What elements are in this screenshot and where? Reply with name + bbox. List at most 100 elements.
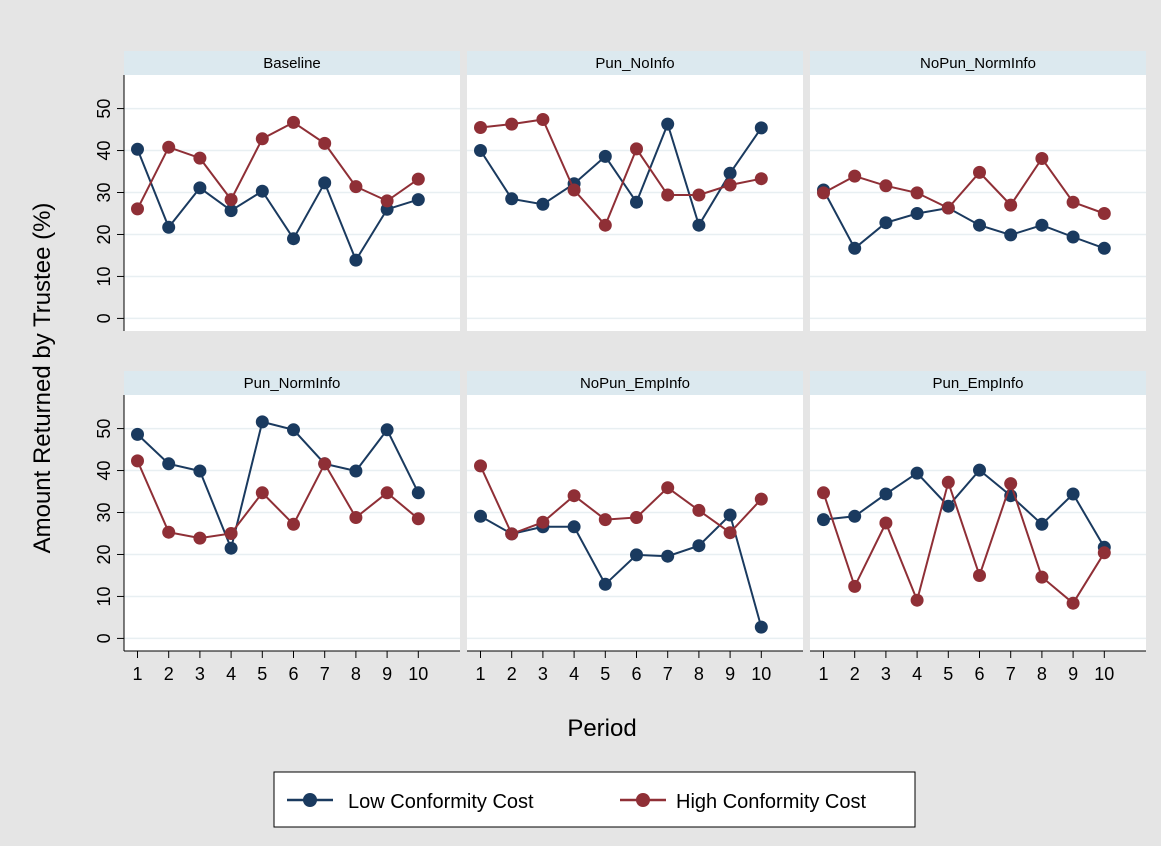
panel-strip [810,51,1146,75]
x-tick-label: 4 [226,664,236,684]
x-tick-label: 7 [320,664,330,684]
series-line [136,420,420,552]
data-point [941,499,955,513]
x-tick-label: 6 [631,664,641,684]
data-point [131,202,144,216]
series-high-conformity-cost [131,454,425,545]
x-tick-label: 4 [569,664,579,684]
x-tick-label: 3 [195,664,205,684]
series-line [823,156,1105,215]
series-line [480,513,763,628]
data-point [630,511,643,524]
panel-pun-empinfo: Pun_EmpInfo 1 2 3 4 5 6 7 8 9 10 [810,371,1146,684]
data-point [754,620,768,634]
data-point [1035,152,1049,165]
data-point [474,121,487,134]
data-point [723,508,737,522]
data-point [318,457,332,471]
data-point [131,427,144,441]
series-low-conformity-cost [131,142,425,267]
data-point [255,132,269,146]
panel-baseline: Baseline 0 10 20 30 40 50 [94,51,460,331]
data-point [474,459,487,473]
data-point [318,136,332,150]
series-line [822,478,1106,605]
data-point [224,204,238,218]
x-tick-label: 1 [475,664,485,684]
x-tick-label: 8 [1037,664,1047,684]
data-point [661,188,675,202]
data-point [848,579,862,593]
data-point [162,457,176,471]
y-axis-label: Amount Returned by Trustee (%) [29,203,56,554]
data-point [1035,517,1049,531]
data-point [879,487,893,501]
panel-title: Pun_NoInfo [595,55,674,72]
panel-title: Pun_EmpInfo [933,375,1024,392]
data-point [505,527,519,541]
data-point [255,415,269,429]
data-point [692,503,706,517]
data-point [287,517,300,531]
legend-low-marker [303,793,317,807]
data-point [692,188,706,202]
data-point [318,176,332,190]
data-point [1097,546,1111,560]
y-tick-label: 40 [94,141,114,161]
data-point [287,115,300,129]
series-line [136,121,419,210]
data-point [474,144,487,157]
data-point [630,142,643,156]
data-point [879,516,893,530]
data-point [973,165,986,179]
x-tick-label: 5 [600,664,610,684]
data-point [349,464,363,478]
data-point [224,193,238,207]
data-point [567,520,581,534]
y-tick-label: 30 [94,502,114,522]
data-point [598,577,612,591]
data-point [941,475,955,489]
data-point [723,526,737,540]
data-point [287,423,300,437]
series-line [823,468,1106,548]
data-point [754,492,768,506]
y-tick-label: 50 [94,99,114,119]
x-tick-label: 8 [351,664,361,684]
data-point [817,486,830,500]
plot-area [810,75,1146,331]
data-point [879,216,893,230]
x-tick-label: 2 [164,664,174,684]
axis-titles: Amount Returned by Trustee (%) Period [29,203,637,742]
y-tick-label: 30 [94,182,114,202]
series-low-conformity-cost [131,415,425,555]
legend: Low Conformity Cost High Conformity Cost [273,771,916,828]
x-tick-label: 10 [1094,664,1114,684]
data-point [380,423,394,437]
data-point [848,241,862,255]
panel-strip [810,371,1146,395]
x-tick-label: 5 [257,664,267,684]
data-point [193,151,207,165]
data-point [692,218,706,232]
x-tick-label: 6 [974,664,984,684]
panel-strip [124,371,460,395]
series-high-conformity-cost [817,152,1111,220]
x-tick-label: 2 [850,664,860,684]
x-tick-label: 4 [912,664,922,684]
series-line [480,118,762,228]
series-line [479,465,763,536]
series-high-conformity-cost [474,113,768,232]
data-point [193,181,207,195]
data-point [754,172,768,186]
data-point [567,489,581,503]
data-point [1004,198,1018,212]
data-point [536,515,550,529]
data-point [1004,477,1018,491]
data-point [131,454,144,468]
y-tick-label: 40 [94,461,114,481]
data-point [162,525,176,539]
data-point [910,207,924,220]
x-tick-label: 6 [288,664,298,684]
